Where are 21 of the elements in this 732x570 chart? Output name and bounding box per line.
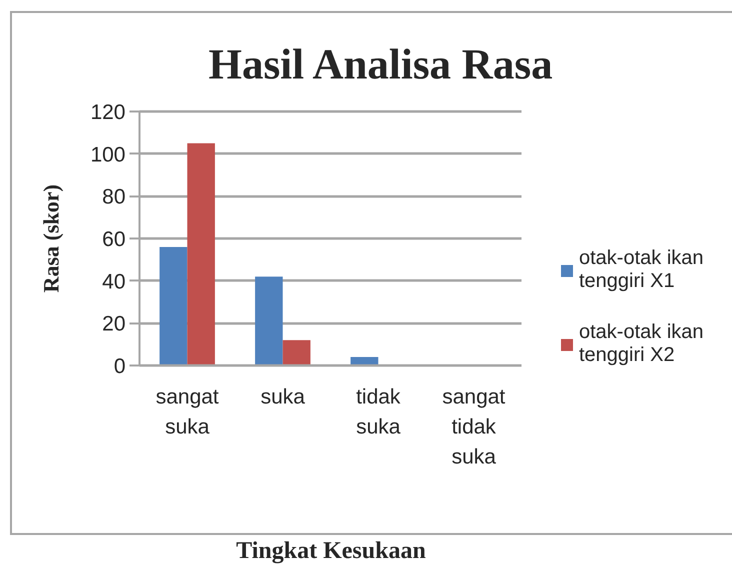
chart-title: Hasil Analisa Rasa [208, 42, 553, 88]
legend-label: otak-otak ikan tenggiri X2 [579, 321, 704, 367]
bar [255, 276, 283, 366]
y-tick-label: 100 [90, 143, 126, 166]
x-tick-label: suka [260, 386, 306, 408]
y-tick-label: 120 [90, 101, 126, 124]
y-tick-label: 60 [102, 228, 126, 251]
y-tick-label: 80 [102, 186, 126, 209]
bar [350, 357, 378, 366]
x-axis-title: Tingkat Kesukaan [236, 538, 426, 564]
y-tick-label: 20 [102, 312, 126, 336]
x-tick-label: tidak suka [356, 386, 401, 438]
bar [187, 143, 215, 366]
y-axis-title: Rasa (skor) [38, 184, 64, 293]
legend-label: otak-otak ikan tenggiri X1 [579, 247, 704, 293]
y-tick-label: 40 [102, 270, 126, 294]
bar [160, 246, 188, 366]
x-tick-label: sangat tidak suka [442, 386, 506, 468]
x-tick-label: sangat suka [156, 386, 219, 438]
y-tick-label: 0 [114, 355, 126, 378]
bar [282, 340, 310, 366]
